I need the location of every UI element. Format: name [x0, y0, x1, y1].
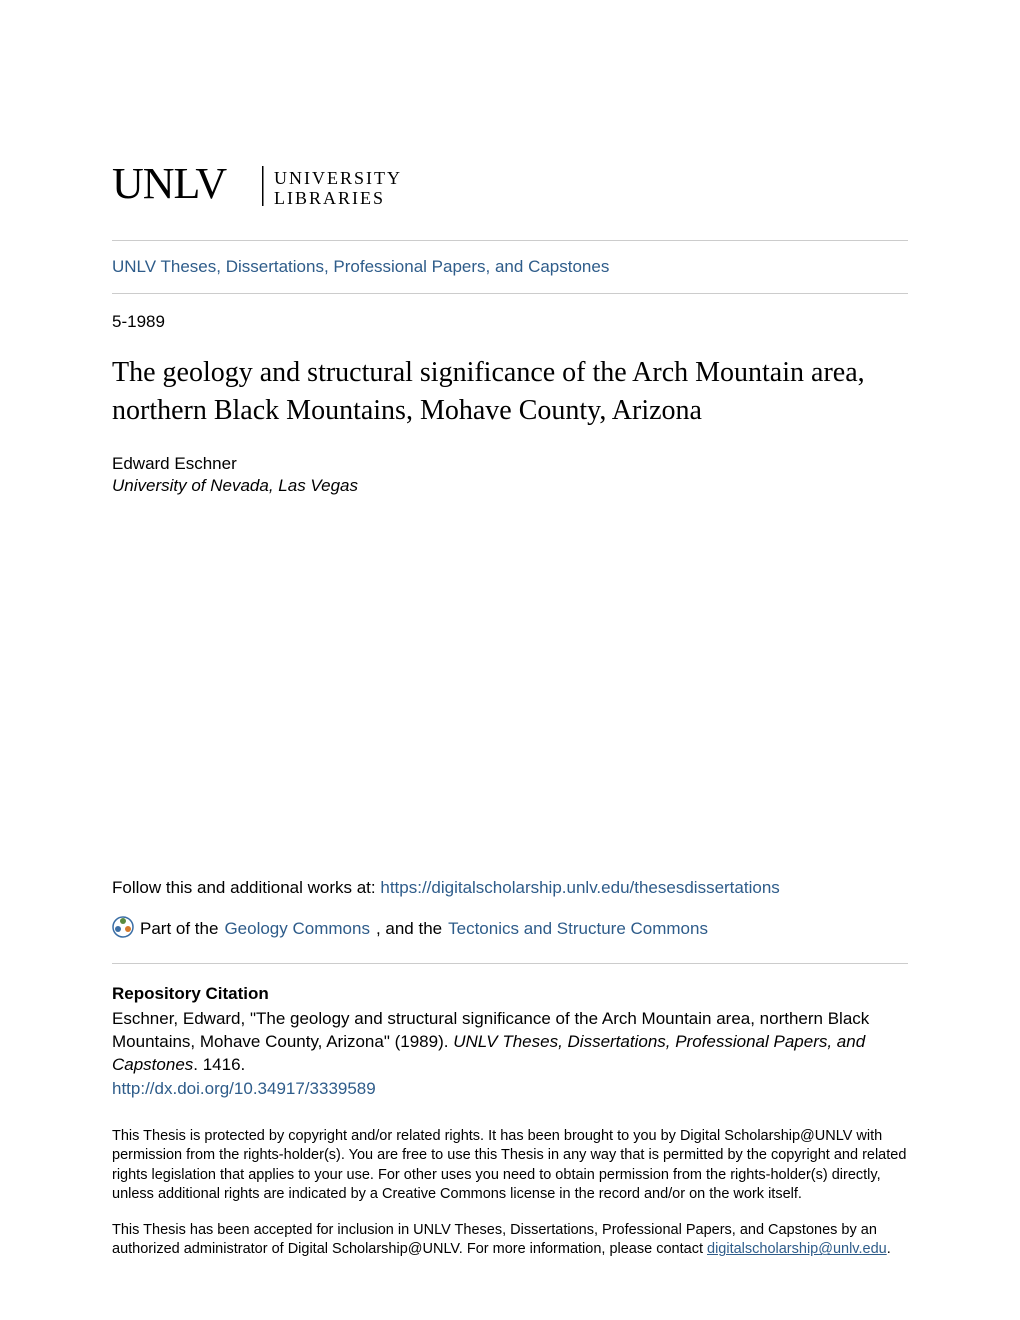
network-icon — [112, 916, 134, 943]
repository-citation-text: Eschner, Edward, "The geology and struct… — [112, 1008, 908, 1077]
svg-text:UNLV: UNLV — [112, 160, 227, 208]
contact-email-link[interactable]: digitalscholarship@unlv.edu — [707, 1241, 887, 1257]
author-name: Edward Eschner — [112, 454, 908, 474]
publication-date: 5-1989 — [112, 312, 908, 332]
rights-paragraph-2: This Thesis has been accepted for inclus… — [112, 1221, 908, 1260]
partof-mid: , and the — [376, 919, 442, 939]
author-affiliation: University of Nevada, Las Vegas — [112, 476, 908, 496]
follow-prefix: Follow this and additional works at: — [112, 878, 380, 897]
unlv-libraries-logo: UNLV UNIVERSITY LIBRARIES — [112, 160, 908, 212]
follow-link[interactable]: https://digitalscholarship.unlv.edu/thes… — [380, 878, 779, 897]
commons-link-geology[interactable]: Geology Commons — [224, 919, 370, 939]
svg-text:UNIVERSITY: UNIVERSITY — [274, 168, 402, 188]
footer-para2-post: . — [887, 1241, 891, 1257]
citation-post: . 1416. — [193, 1055, 245, 1074]
svg-text:LIBRARIES: LIBRARIES — [274, 188, 385, 208]
citation-divider — [112, 963, 908, 964]
document-title: The geology and structural significance … — [112, 354, 908, 430]
doi-row: http://dx.doi.org/10.34917/3339589 — [112, 1079, 908, 1099]
breadcrumb-divider — [112, 293, 908, 294]
repository-citation-heading: Repository Citation — [112, 984, 908, 1004]
commons-link-tectonics[interactable]: Tectonics and Structure Commons — [448, 919, 708, 939]
rights-paragraph-1: This Thesis is protected by copyright an… — [112, 1127, 908, 1205]
part-of-row: Part of the Geology Commons , and the Tec… — [112, 916, 908, 943]
vertical-spacer — [112, 496, 908, 878]
collection-link[interactable]: UNLV Theses, Dissertations, Professional… — [112, 257, 609, 276]
doi-link[interactable]: http://dx.doi.org/10.34917/3339589 — [112, 1079, 376, 1098]
repository-cover-page: UNLV UNIVERSITY LIBRARIES UNLV Theses, D… — [0, 0, 1020, 1320]
logo-svg: UNLV UNIVERSITY LIBRARIES — [112, 160, 450, 212]
collection-breadcrumb: UNLV Theses, Dissertations, Professional… — [112, 241, 908, 293]
follow-works-row: Follow this and additional works at: htt… — [112, 878, 908, 898]
partof-prefix: Part of the — [140, 919, 218, 939]
